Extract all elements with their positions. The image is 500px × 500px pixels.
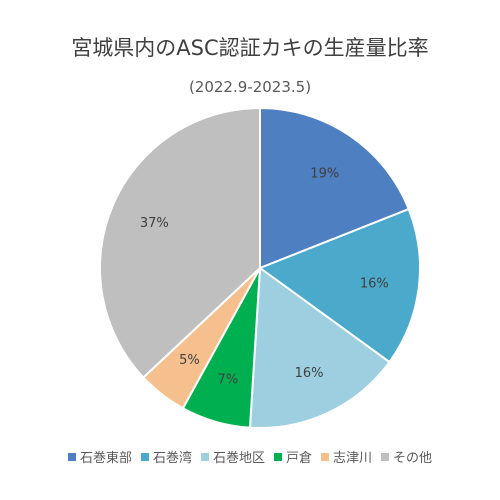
legend-item-4: 戸倉: [274, 447, 312, 466]
data-label-3: 16%: [295, 366, 324, 381]
pie-slice-2: [257, 207, 421, 364]
legend-label: 石巻地区: [212, 451, 265, 466]
data-label-1: 19%: [310, 167, 339, 182]
data-label-2: 16%: [360, 276, 389, 291]
legend-swatch: [140, 452, 149, 461]
legend-item-1: 石巻東部: [67, 447, 132, 466]
pie-slice-1: [259, 106, 411, 270]
pie-slice-6: [99, 106, 261, 379]
legend-label: その他: [393, 451, 433, 466]
chart-title: 宮城県内のASC認証カキの生産量比率: [71, 36, 429, 60]
legend: 石巻東部 石巻湾 石巻地区 戸倉 志津川 その他: [0, 447, 500, 466]
legend-swatch: [381, 452, 390, 461]
data-label-5: 5%: [179, 353, 200, 368]
legend-label: 志津川: [333, 451, 373, 466]
legend-label: 石巻湾: [152, 451, 192, 466]
legend-swatch: [321, 452, 330, 461]
legend-swatch: [67, 452, 76, 461]
legend-swatch: [274, 452, 282, 461]
legend-item-6: その他: [381, 447, 432, 466]
legend-label: 戸倉: [286, 451, 313, 466]
legend-item-3: 石巻地区: [200, 447, 265, 466]
pie-slice-3: [248, 266, 391, 429]
data-label-6: 37%: [140, 216, 169, 231]
chart-subtitle: (2022.9-2023.5): [188, 78, 312, 96]
data-label-4: 7%: [218, 373, 239, 388]
legend-swatch: [200, 452, 209, 461]
legend-item-2: 石巻湾: [140, 447, 192, 466]
legend-label: 石巻東部: [79, 451, 132, 466]
legend-item-5: 志津川: [321, 447, 372, 466]
